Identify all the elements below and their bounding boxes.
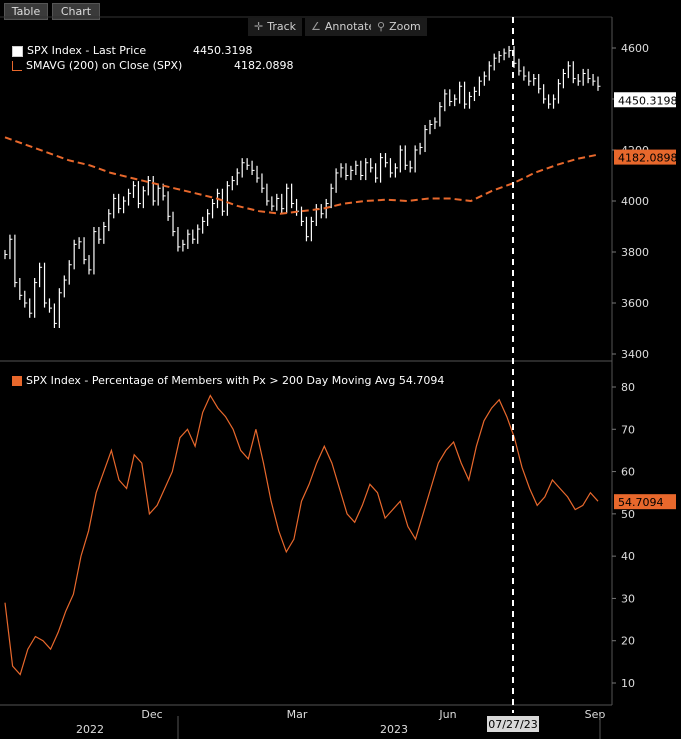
x-year-label: 2023 — [380, 723, 408, 736]
breadth-last-label-bg — [614, 494, 676, 510]
price-last-label: 4450.3198 — [618, 94, 678, 107]
x-month-label: Jun — [438, 708, 456, 721]
pencil-icon: ∠ — [311, 20, 321, 33]
cursor-date-label: 07/27/23 — [488, 718, 537, 731]
zoom-icon: ⚲ — [377, 20, 386, 33]
breadth-ytick-label: 70 — [621, 423, 635, 436]
price-ytick-label: 4600 — [621, 42, 649, 55]
price-swatch — [12, 45, 23, 57]
breadth-ytick-label: 50 — [621, 508, 635, 521]
price-ytick-label: 3600 — [621, 297, 649, 310]
track-button[interactable]: ✛ Track — [248, 18, 303, 36]
sma-line — [4, 136, 599, 215]
breadth-ytick-label: 20 — [621, 635, 635, 648]
breadth-ytick-label: 30 — [621, 592, 635, 605]
breadth-ytick-label: 40 — [621, 550, 635, 563]
tab-chart[interactable]: Chart — [52, 3, 100, 20]
x-month-label: Sep — [585, 708, 606, 721]
sma-last-label: 4182.0898 — [618, 152, 678, 165]
x-year-label: 2022 — [76, 723, 104, 736]
sma-last-label-bg — [614, 149, 676, 165]
breadth-ytick-label: 60 — [621, 466, 635, 479]
breadth-last-label: 54.7094 — [618, 496, 664, 509]
price-last-label-bg — [614, 92, 676, 108]
x-month-label: Dec — [141, 708, 162, 721]
legend-price: SPX Index - Last Price 4450.3198 — [12, 44, 253, 57]
x-month-label: Mar — [287, 708, 308, 721]
breadth-ytick-label: 10 — [621, 677, 635, 690]
cursor-date-bg — [487, 716, 539, 732]
zoom-button[interactable]: ⚲ Zoom — [371, 18, 427, 36]
price-ytick-label: 4000 — [621, 195, 649, 208]
breadth-swatch — [12, 376, 22, 386]
sma-swatch — [12, 61, 22, 71]
annotate-button[interactable]: ∠ Annotate — [305, 18, 382, 36]
price-ytick-label: 3800 — [621, 246, 649, 259]
price-series — [4, 45, 601, 328]
crosshair-icon: ✛ — [254, 20, 264, 33]
breadth-ytick-label: 80 — [621, 381, 635, 394]
legend-breadth: SPX Index - Percentage of Members with P… — [12, 374, 444, 387]
tab-table[interactable]: Table — [4, 3, 48, 20]
legend-sma: SMAVG (200) on Close (SPX) 4182.0898 — [12, 59, 294, 72]
price-ytick-label: 3400 — [621, 348, 649, 361]
breadth-line — [4, 394, 599, 676]
